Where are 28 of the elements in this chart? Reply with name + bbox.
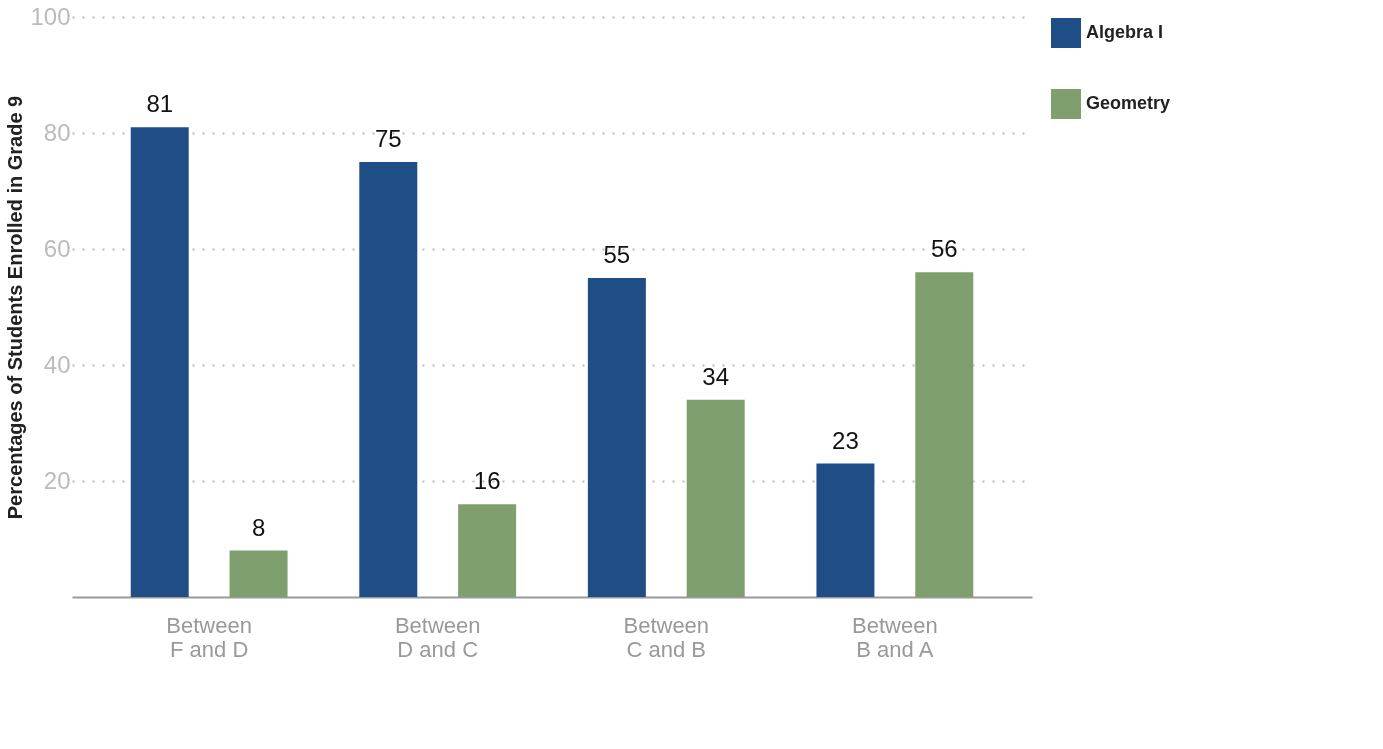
y-tick-label: 20 [43,466,71,494]
y-axis-title: Percentages of Students Enrolled in Grade 9 [4,95,27,520]
bar [458,504,517,597]
data-label: 55 [603,241,631,268]
bar [816,463,875,597]
bar [587,278,646,597]
x-tick-label: Between C and B [623,612,710,662]
data-label: 81 [146,90,174,118]
y-tick-label: 40 [43,350,71,378]
data-label: 34 [702,362,730,390]
data-label: 56 [930,235,958,263]
bar [130,127,189,597]
x-tick-label: Between F and D [166,612,252,662]
data-label: 8 [251,513,266,541]
x-tick-label: Between D and C [394,612,481,662]
y-tick-label: 80 [43,118,71,146]
bar [915,272,974,597]
data-label: 23 [832,426,859,454]
legend-label: Geometry [1086,93,1171,113]
data-label: 75 [374,125,402,152]
bar [686,399,745,597]
legend-label: Algebra I [1086,22,1164,42]
bar [359,162,418,597]
data-label: 16 [473,467,501,495]
x-tick-label: Between B and A [852,612,938,662]
y-tick-label: 100 [30,2,71,30]
y-tick-label: 60 [43,234,71,262]
bar [229,550,288,597]
